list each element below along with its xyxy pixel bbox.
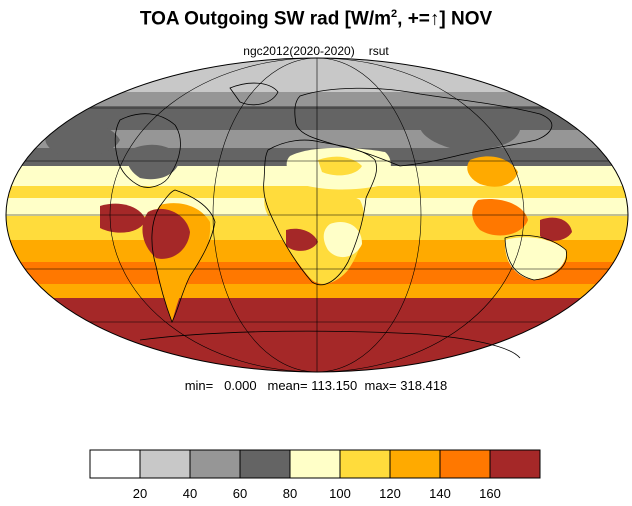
colorbar-tick-label: 120 — [379, 486, 401, 501]
colorbar-tick-label: 80 — [283, 486, 297, 501]
colorbar-swatch — [239, 449, 291, 479]
colorbar-swatch — [89, 449, 141, 479]
colorbar-swatch — [289, 449, 341, 479]
graticule — [6, 58, 628, 372]
map-border — [5, 57, 629, 373]
colorbar-tick-label: 40 — [183, 486, 197, 501]
colorbar-swatch — [339, 449, 391, 479]
colorbar-tick-label: 20 — [133, 486, 147, 501]
colorbar-swatch — [189, 449, 241, 479]
variable-label: rsut — [368, 44, 389, 58]
colorbar-swatch — [439, 449, 491, 479]
colorbar-tick-label: 140 — [429, 486, 451, 501]
plot-title: TOA Outgoing SW rad [W/m2, +=↑] NOV — [139, 8, 493, 30]
colorbar-swatch — [389, 449, 441, 479]
colorbar-tick-label: 60 — [233, 486, 247, 501]
coastlines — [114, 82, 567, 359]
colorbar-swatch — [139, 449, 191, 479]
colorbar-swatch — [489, 449, 541, 479]
colorbar-tick-label: 160 — [479, 486, 501, 501]
plot-subtitle: ngc2012(2020-2020) rsut — [0, 44, 632, 58]
colorbar-tick-label: 100 — [329, 486, 351, 501]
case-label: ngc2012(2020-2020) — [243, 44, 355, 58]
stats-line: min= 0.000 mean= 113.150 max= 318.418 — [184, 378, 448, 393]
world-map — [5, 57, 629, 373]
